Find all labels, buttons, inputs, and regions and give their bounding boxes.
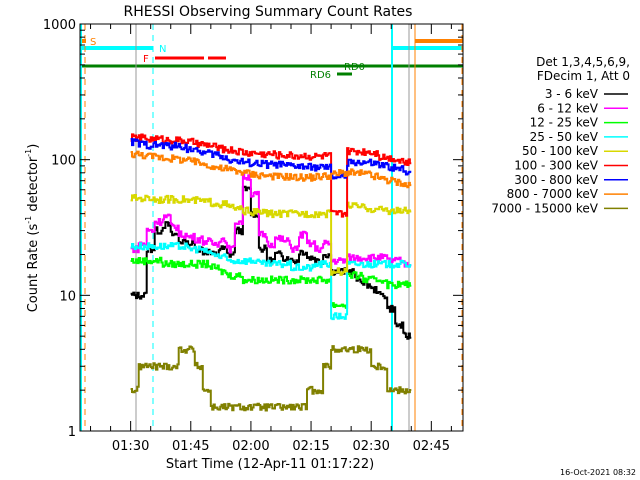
rd0-flag-label: RD0 <box>344 62 365 73</box>
x-tick-label: 02:30 <box>352 439 389 454</box>
legend-header-line2: FDecim 1, Att 0 <box>537 69 630 83</box>
y-tick-label: 10 <box>59 289 76 304</box>
legend-label: 3 - 6 keV <box>545 87 599 101</box>
legend-label: 100 - 300 keV <box>514 159 598 173</box>
legend-label: 50 - 100 keV <box>522 144 599 158</box>
y-axis-label: Count Rate (s-1 detector-1) <box>24 144 41 313</box>
x-tick-label: 01:30 <box>112 439 149 454</box>
rd6-flag-label: RD6 <box>310 70 331 81</box>
night-flag-label: N <box>159 44 166 55</box>
legend-label: 300 - 800 keV <box>514 173 598 187</box>
y-tick-label: 1 <box>68 425 76 440</box>
series-line-3 <box>130 241 412 321</box>
series-line-0 <box>130 185 412 340</box>
x-tick-label: 02:15 <box>292 439 329 454</box>
y-tick-label: 1000 <box>43 18 76 33</box>
x-tick-label: 01:45 <box>172 439 209 454</box>
flare-flag-label: F <box>143 54 149 65</box>
series-line-7 <box>130 150 412 189</box>
series-line-2 <box>130 256 412 309</box>
legend-label: 7000 - 15000 keV <box>491 201 598 215</box>
series-line-8 <box>130 345 412 412</box>
plot-frame <box>79 23 464 432</box>
series-line-4 <box>130 194 412 276</box>
legend-header-line1: Det 1,3,4,5,6,9, <box>536 55 630 69</box>
series-line-5 <box>130 133 412 218</box>
event-lines <box>80 24 463 431</box>
legend-label: 12 - 25 keV <box>530 116 599 130</box>
flag-bars: S N F RD0 RD6 <box>80 37 463 81</box>
legend-label: 800 - 7000 keV <box>507 187 599 201</box>
x-axis-label: Start Time (12-Apr-11 01:17:22) <box>166 457 374 472</box>
y-tick-label: 100 <box>51 154 76 169</box>
x-tick-label: 02:45 <box>413 439 450 454</box>
series-line-6 <box>130 138 412 180</box>
legend-label: 25 - 50 keV <box>530 130 599 144</box>
generated-timestamp: 16-Oct-2021 08:32 <box>560 468 636 477</box>
legend-label: 6 - 12 keV <box>537 101 599 115</box>
legend: Det 1,3,4,5,6,9, FDecim 1, Att 0 3 - 6 k… <box>491 55 630 215</box>
saa-flag-label: S <box>90 37 96 48</box>
chart-title: RHESSI Observing Summary Count Rates <box>124 4 413 20</box>
series-line-1 <box>130 172 412 268</box>
x-tick-label: 02:00 <box>232 439 269 454</box>
